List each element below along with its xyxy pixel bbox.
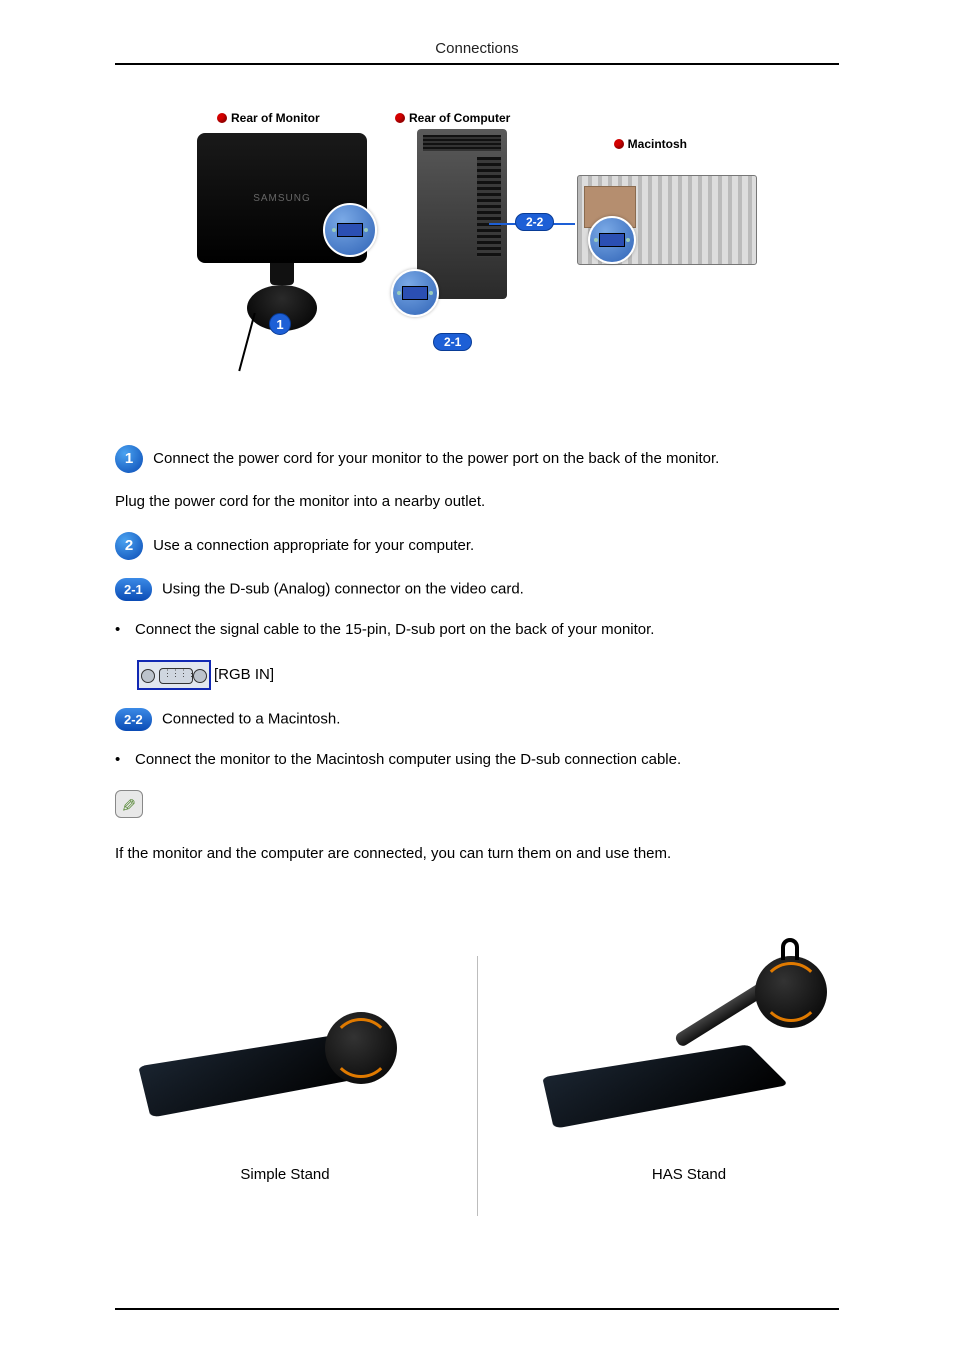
has-stand-illustration: [549, 956, 809, 1156]
pill-2-1-icon: 2-1: [115, 578, 152, 602]
connection-diagram: Rear of Monitor Rear of Computer Macinto…: [197, 115, 757, 375]
vga-plug-icon: [337, 223, 363, 237]
bullet-2-1-text: Connect the signal cable to the 15-pin, …: [135, 619, 654, 642]
power-cable-line: [238, 313, 255, 371]
stand-section: Simple Stand HAS Stand: [115, 956, 839, 1276]
pill-2-2-icon: 2-2: [115, 708, 152, 732]
rgb-in-label: [RGB IN]: [214, 665, 274, 682]
has-stand-base: [542, 1044, 789, 1129]
page: Connections Rear of Monitor Rear of Comp…: [0, 0, 954, 1350]
bullet-dot: •: [115, 619, 135, 642]
monitor-illustration: 1: [197, 133, 367, 333]
step-2-1: 2-1 Using the D-sub (Analog) connector o…: [115, 578, 839, 602]
note-icon-row: [115, 790, 839, 826]
rear-computer-label: Rear of Computer: [395, 111, 510, 125]
mac-illustration: [577, 175, 757, 265]
badge-2-icon: 2: [115, 532, 143, 560]
label-text: Rear of Computer: [409, 111, 510, 125]
bullet-2-2-text: Connect the monitor to the Macintosh com…: [135, 749, 681, 772]
macintosh-label: Macintosh: [614, 137, 687, 151]
pc-vga-port-callout: [391, 269, 439, 317]
step-2-2-text: Connected to a Macintosh.: [158, 710, 341, 727]
badge-1: 1: [269, 313, 291, 335]
has-stand-disc: [755, 956, 827, 1028]
monitor-neck: [270, 261, 294, 285]
step-2-1-text: Using the D-sub (Analog) connector on th…: [158, 580, 524, 597]
vga-plug-icon: [402, 286, 428, 300]
bullet-2-2: • Connect the monitor to the Macintosh c…: [115, 749, 839, 772]
red-dot-icon: [614, 139, 624, 149]
red-dot-icon: [217, 113, 227, 123]
rgb-port-row: [RGB IN]: [115, 660, 839, 690]
label-text: Macintosh: [628, 137, 687, 151]
has-stand-block: HAS Stand: [549, 956, 829, 1183]
step-2-2: 2-2 Connected to a Macintosh.: [115, 708, 839, 732]
rear-monitor-label: Rear of Monitor: [217, 111, 320, 125]
note-text: If the monitor and the computer are conn…: [115, 843, 839, 866]
simple-stand-caption: Simple Stand: [145, 1166, 425, 1183]
rgb-in-port-icon: [137, 660, 211, 690]
simple-stand-illustration: [145, 956, 405, 1156]
mac-vga-port-callout: [588, 216, 636, 264]
step-1-text: Connect the power cord for your monitor …: [149, 450, 719, 467]
monitor-vga-port-callout: [323, 203, 377, 257]
vertical-divider: [477, 956, 478, 1216]
simple-stand-disc: [325, 1012, 397, 1084]
vga-plug-icon: [599, 233, 625, 247]
step-1: 1 Connect the power cord for your monito…: [115, 445, 839, 473]
label-text: Rear of Monitor: [231, 111, 320, 125]
step-2: 2 Use a connection appropriate for your …: [115, 532, 839, 560]
step-2-text: Use a connection appropriate for your co…: [149, 536, 474, 553]
simple-stand-block: Simple Stand: [145, 956, 425, 1183]
bullet-2-1: • Connect the signal cable to the 15-pin…: [115, 619, 839, 642]
pill-2-1: 2-1: [433, 333, 472, 351]
pc-illustration: 2-1: [397, 129, 537, 329]
note-icon: [115, 790, 143, 818]
footer-rule: [115, 1308, 839, 1310]
red-dot-icon: [395, 113, 405, 123]
pc-case: [417, 129, 507, 299]
instruction-content: 1 Connect the power cord for your monito…: [115, 445, 839, 866]
has-stand-caption: HAS Stand: [549, 1166, 829, 1183]
badge-1-icon: 1: [115, 445, 143, 473]
page-header: Connections: [115, 40, 839, 65]
bullet-dot: •: [115, 749, 135, 772]
pill-2-2: 2-2: [515, 213, 554, 231]
plug-instruction: Plug the power cord for the monitor into…: [115, 491, 839, 514]
